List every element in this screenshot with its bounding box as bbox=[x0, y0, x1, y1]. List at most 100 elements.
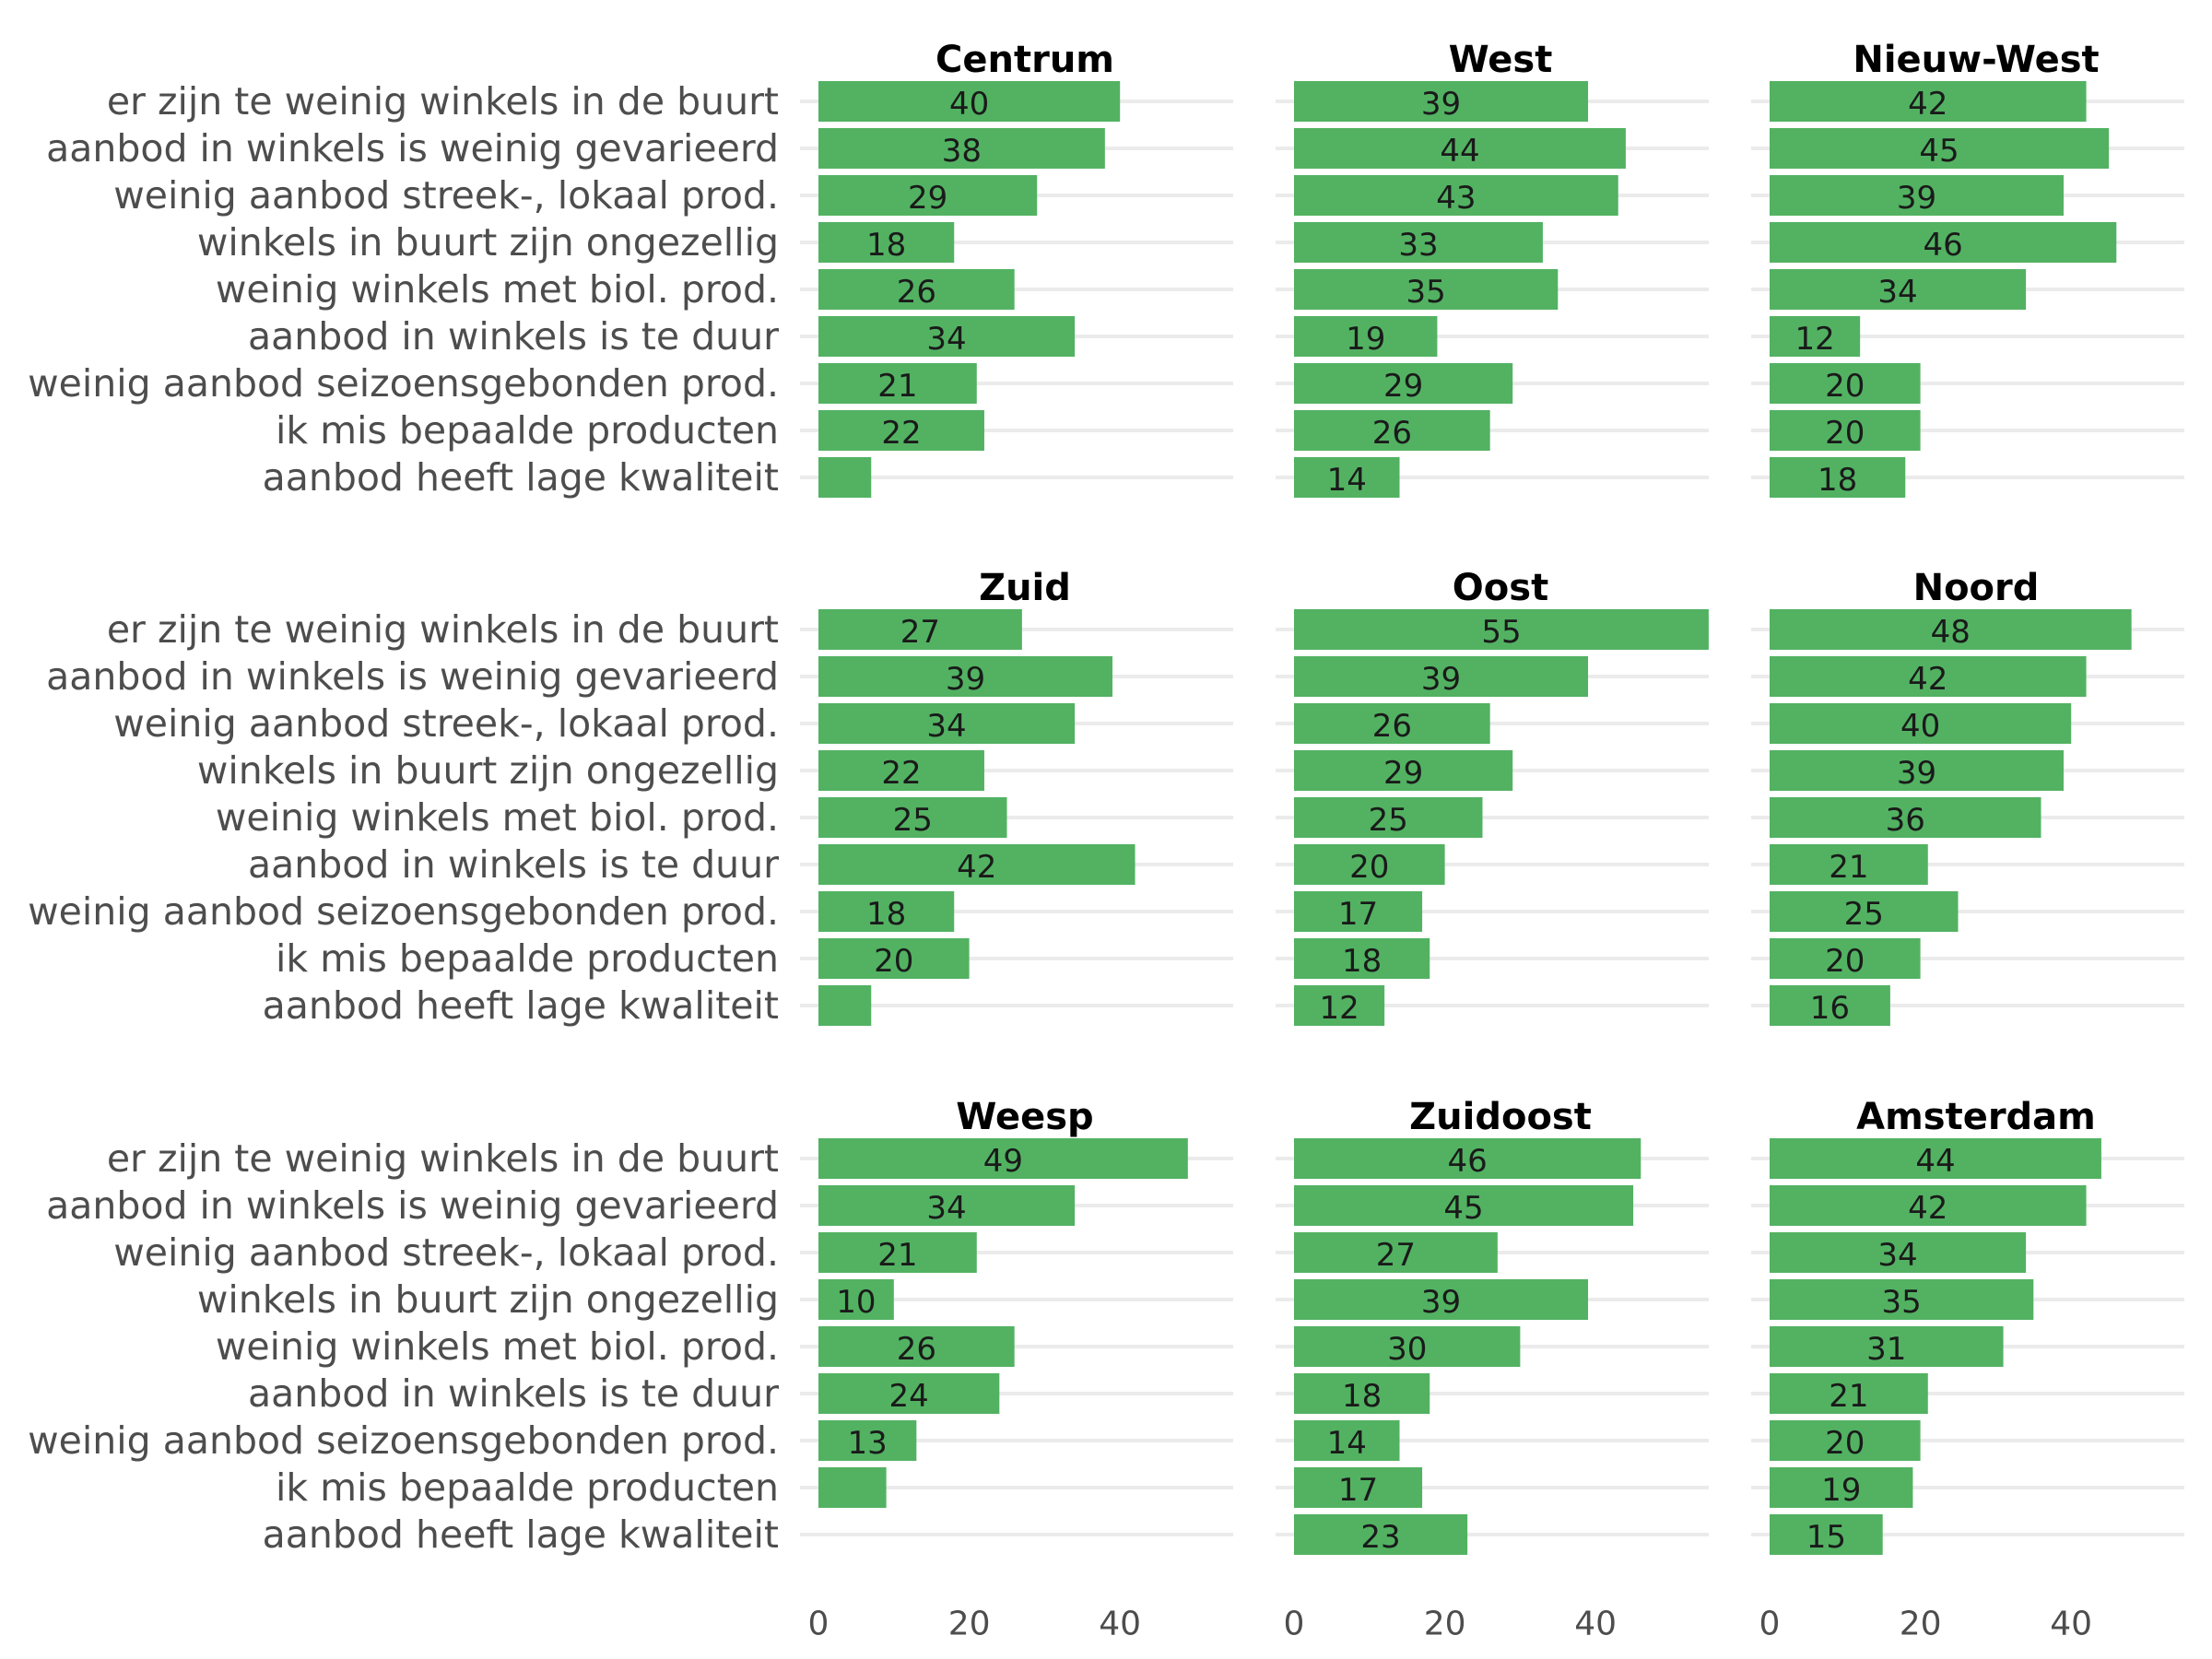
category-label: er zijn te weinig winkels in de buurt bbox=[107, 79, 779, 124]
bar bbox=[1770, 1232, 2027, 1273]
bar bbox=[1294, 1138, 1641, 1179]
panel-title-amsterdam: Amsterdam bbox=[1856, 1096, 2096, 1138]
bar bbox=[1294, 844, 1445, 885]
bar-value-label: 44 bbox=[1915, 1143, 1955, 1180]
bar bbox=[818, 222, 955, 263]
bar-value-label: 15 bbox=[1806, 1519, 1846, 1556]
bar bbox=[818, 410, 984, 451]
bar bbox=[1294, 316, 1438, 357]
bar bbox=[818, 1373, 1000, 1414]
bar bbox=[818, 1138, 1188, 1179]
category-label: aanbod in winkels is te duur bbox=[248, 842, 779, 887]
x-tick-label: 0 bbox=[808, 1606, 830, 1643]
bar-value-label: 24 bbox=[889, 1378, 929, 1415]
x-tick-label: 40 bbox=[2050, 1606, 2092, 1643]
bar-value-label: 49 bbox=[983, 1143, 1023, 1180]
panel-title-centrum: Centrum bbox=[935, 39, 1114, 81]
bar-value-label: 21 bbox=[877, 1237, 917, 1274]
category-label: weinig winkels met biol. prod. bbox=[216, 267, 779, 312]
bar bbox=[1294, 750, 1513, 791]
bar-value-label: 17 bbox=[1338, 1472, 1378, 1509]
bar-value-label: 25 bbox=[1369, 802, 1408, 839]
bar bbox=[1770, 1326, 2004, 1367]
bar bbox=[1770, 797, 2041, 838]
bar bbox=[818, 797, 1007, 838]
bar-value-label: 18 bbox=[1342, 1378, 1382, 1415]
bar bbox=[818, 750, 984, 791]
bar bbox=[818, 656, 1113, 697]
bar-value-label: 20 bbox=[1349, 849, 1389, 886]
bar-value-label: 20 bbox=[874, 943, 913, 980]
bar-value-label: 39 bbox=[1421, 1284, 1461, 1321]
bar-value-label: 42 bbox=[957, 849, 996, 886]
bar-value-label: 20 bbox=[1825, 1425, 1865, 1462]
bar-value-label: 14 bbox=[1327, 1425, 1367, 1462]
bar-value-label: 12 bbox=[1319, 990, 1359, 1027]
bar-value-label: 26 bbox=[1372, 708, 1412, 745]
bar-value-label: 10 bbox=[836, 1284, 876, 1321]
bar bbox=[1770, 750, 2065, 791]
x-tick-label: 0 bbox=[1759, 1606, 1781, 1643]
bar bbox=[1770, 844, 1928, 885]
bar-value-label: 39 bbox=[946, 661, 985, 698]
bar bbox=[1770, 316, 1861, 357]
category-label: weinig aanbod seizoensgebonden prod. bbox=[28, 889, 779, 934]
bar-value-label: 30 bbox=[1387, 1331, 1427, 1368]
bar-value-label: 13 bbox=[848, 1425, 888, 1462]
category-label: weinig winkels met biol. prod. bbox=[216, 1324, 779, 1369]
bar bbox=[1294, 175, 1618, 216]
bar bbox=[818, 1185, 1076, 1226]
category-label: aanbod in winkels is weinig gevarieerd bbox=[46, 126, 779, 171]
bar bbox=[818, 1279, 894, 1320]
bar-value-label: 25 bbox=[1844, 896, 1884, 933]
panel-title-weesp: Weesp bbox=[956, 1096, 1093, 1138]
bar-value-label: 21 bbox=[1829, 849, 1868, 886]
bar bbox=[1294, 1373, 1430, 1414]
bar-value-label: 46 bbox=[1924, 227, 1963, 264]
bar-value-label: 48 bbox=[1931, 614, 1971, 651]
bar bbox=[818, 1232, 977, 1273]
bar-value-label: 45 bbox=[1919, 133, 1959, 170]
bar bbox=[1294, 410, 1490, 451]
bar-value-label: 35 bbox=[1882, 1284, 1922, 1321]
bar-value-label: 20 bbox=[1825, 415, 1865, 452]
bar bbox=[818, 703, 1076, 744]
category-label: weinig winkels met biol. prod. bbox=[216, 795, 779, 840]
bar bbox=[1770, 410, 1921, 451]
bar bbox=[818, 1326, 1015, 1367]
bar bbox=[1294, 1326, 1521, 1367]
panel-title-noord: Noord bbox=[1913, 567, 2040, 609]
x-tick-label: 40 bbox=[1099, 1606, 1141, 1643]
bar-value-label: 18 bbox=[1818, 462, 1857, 499]
x-tick-label: 20 bbox=[1424, 1606, 1466, 1643]
bar bbox=[1770, 128, 2110, 169]
bar-value-label: 39 bbox=[1421, 661, 1461, 698]
bar-value-label: 18 bbox=[866, 896, 906, 933]
category-label: aanbod heeft lage kwaliteit bbox=[263, 455, 779, 500]
bar-value-label: 17 bbox=[1338, 896, 1378, 933]
bar-value-label: 33 bbox=[1398, 227, 1438, 264]
bar bbox=[1294, 1279, 1589, 1320]
bar bbox=[1770, 703, 2072, 744]
bar bbox=[818, 985, 872, 1026]
bar-value-label: 26 bbox=[897, 274, 936, 311]
bar-value-label: 55 bbox=[1481, 614, 1521, 651]
bar bbox=[1770, 938, 1921, 979]
bar bbox=[818, 844, 1135, 885]
bar bbox=[1294, 797, 1483, 838]
bar-value-label: 19 bbox=[1821, 1472, 1861, 1509]
bar bbox=[1294, 363, 1513, 404]
bar-value-label: 34 bbox=[926, 708, 966, 745]
x-tick-label: 0 bbox=[1284, 1606, 1305, 1643]
bar bbox=[818, 609, 1022, 650]
bar-value-label: 34 bbox=[1877, 1237, 1917, 1274]
bar-value-label: 39 bbox=[1897, 755, 1936, 792]
bar bbox=[1770, 81, 2087, 122]
bar bbox=[818, 891, 955, 932]
category-label: aanbod in winkels is te duur bbox=[248, 1371, 779, 1416]
bar bbox=[818, 316, 1076, 357]
bar bbox=[1770, 985, 1890, 1026]
bar bbox=[1294, 1232, 1498, 1273]
bar-value-label: 35 bbox=[1406, 274, 1446, 311]
